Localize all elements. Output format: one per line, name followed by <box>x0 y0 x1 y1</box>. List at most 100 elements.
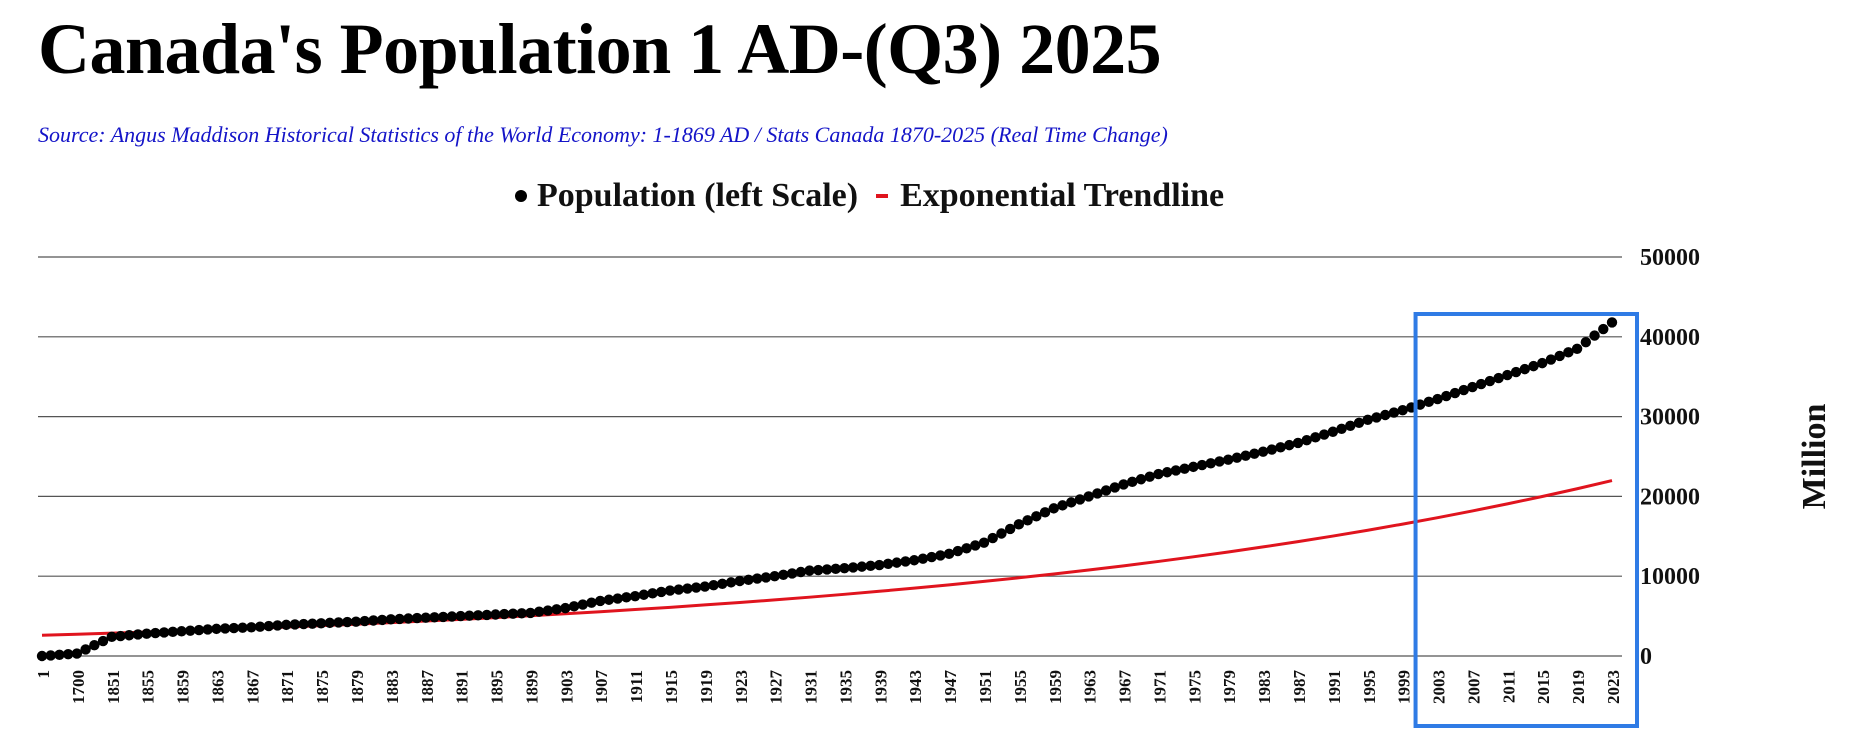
population-point <box>603 594 615 605</box>
population-point <box>943 548 955 560</box>
population-point <box>1249 448 1260 459</box>
population-point <box>202 624 213 635</box>
population-point <box>1135 474 1147 485</box>
population-point <box>1493 372 1504 384</box>
population-point <box>298 618 309 630</box>
population-point <box>1179 463 1190 474</box>
y-tick-label: 30000 <box>1640 405 1700 431</box>
population-point <box>900 556 911 567</box>
population-point <box>542 605 554 616</box>
population-series <box>36 317 1618 662</box>
population-point <box>237 622 248 633</box>
population-point <box>1118 479 1129 490</box>
population-point <box>289 619 301 630</box>
population-point <box>1022 515 1033 526</box>
population-point <box>62 649 74 660</box>
population-point <box>638 589 650 600</box>
x-tick-label: 1883 <box>383 670 402 704</box>
population-point <box>1161 467 1173 478</box>
population-point <box>446 611 458 622</box>
population-point <box>324 617 336 629</box>
y-axis-title: Million <box>1796 404 1833 510</box>
population-point <box>490 609 501 620</box>
population-point <box>1301 434 1312 446</box>
population-point <box>917 553 929 564</box>
population-point <box>97 635 109 647</box>
population-point <box>281 619 292 631</box>
legend-label-trendline: Exponential Trendline <box>900 177 1225 214</box>
population-point <box>1275 442 1286 453</box>
population-point <box>795 566 807 578</box>
y-tick-label: 10000 <box>1640 564 1700 590</box>
population-point <box>690 582 702 593</box>
population-point <box>333 617 344 628</box>
x-tick-label: 1915 <box>662 670 681 704</box>
population-point <box>394 613 405 625</box>
population-point <box>978 537 990 548</box>
population-point <box>970 540 981 551</box>
population-point <box>1336 423 1347 434</box>
population-point <box>411 612 423 624</box>
population-point <box>246 622 257 633</box>
x-tick-label: 1983 <box>1255 670 1274 704</box>
population-point <box>36 650 48 662</box>
population-point <box>1327 426 1339 437</box>
population-point <box>1571 343 1583 354</box>
population-point <box>1127 476 1138 488</box>
population-point <box>769 571 780 582</box>
x-tick-label: 1967 <box>1116 670 1135 705</box>
population-point <box>1353 417 1365 428</box>
population-point <box>1083 491 1094 502</box>
x-tick-label: 1947 <box>941 670 960 705</box>
legend-item-population: Population (left Scale) <box>515 177 858 215</box>
x-tick-label: 1931 <box>802 670 821 704</box>
population-point <box>359 615 370 627</box>
population-point <box>350 616 362 627</box>
population-point <box>516 608 527 619</box>
population-point <box>1589 330 1600 341</box>
population-point <box>1100 485 1112 496</box>
x-tick-label: 1975 <box>1185 670 1204 704</box>
y-tick-label: 20000 <box>1640 484 1700 510</box>
population-point <box>1502 369 1513 381</box>
population-point <box>115 630 126 642</box>
population-point <box>699 581 711 592</box>
x-tick-label: 1971 <box>1150 670 1169 704</box>
x-tick-label: 2023 <box>1604 670 1623 704</box>
population-point <box>54 649 65 661</box>
population-point <box>1188 461 1199 473</box>
source-note: Source: Angus Maddison Historical Statis… <box>38 122 1168 147</box>
x-tick-label: 1 <box>34 670 53 679</box>
population-point <box>158 627 170 638</box>
legend-item-trendline: Exponential Trendline <box>876 177 1224 215</box>
population-point <box>717 578 728 589</box>
x-tick-label: 2007 <box>1464 670 1483 705</box>
population-point <box>376 614 388 626</box>
population-point <box>1432 393 1443 405</box>
population-point <box>1441 390 1452 402</box>
legend-label-population: Population (left Scale) <box>537 177 859 214</box>
population-point <box>1205 458 1216 469</box>
population-point <box>228 622 240 634</box>
population-point <box>1057 500 1068 511</box>
x-tick-label: 1855 <box>139 670 158 704</box>
population-point <box>725 577 737 588</box>
x-tick-label: 2015 <box>1534 670 1553 704</box>
population-point <box>952 545 964 557</box>
population-point <box>821 564 833 575</box>
population-point <box>935 550 946 561</box>
population-point <box>961 543 972 554</box>
y-tick-label: 40000 <box>1640 325 1700 351</box>
population-point <box>403 613 414 624</box>
population-point <box>1092 488 1103 499</box>
population-point <box>219 623 231 634</box>
population-point <box>1004 523 1016 535</box>
x-tick-label: 1991 <box>1325 670 1344 704</box>
population-point <box>1074 494 1086 505</box>
population-point <box>813 564 824 576</box>
population-point <box>507 608 519 619</box>
x-tick-label: 1935 <box>836 670 855 704</box>
population-point <box>760 572 772 583</box>
x-tick-label: 1899 <box>522 670 541 704</box>
population-point <box>1109 482 1121 493</box>
